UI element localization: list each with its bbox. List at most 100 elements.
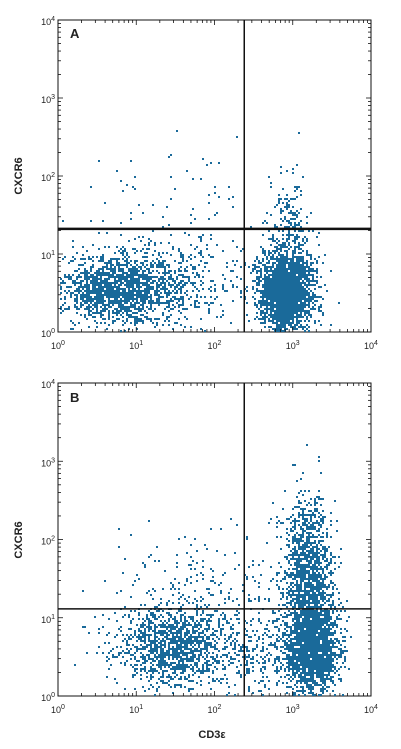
panel-b-event-point (158, 624, 160, 626)
panel-a-event-point (94, 280, 96, 282)
panel-a-event-point (316, 236, 318, 238)
panel-a-event-point (98, 270, 100, 272)
panel-b-event-point (150, 650, 152, 652)
panel-b-event-point (106, 634, 108, 636)
panel-a-event-point (76, 294, 78, 296)
panel-b-event-point (308, 656, 310, 658)
panel-a-event-point (60, 306, 62, 308)
panel-a-event-point (196, 274, 198, 276)
panel-b-event-point (304, 570, 306, 572)
panel-b-event-point (160, 656, 162, 658)
panel-a-event-point (82, 304, 84, 306)
panel-b-event-point (314, 612, 316, 614)
panel-b-event-point (330, 660, 332, 662)
panel-a-event-point (106, 274, 108, 276)
panel-a-event-point (78, 290, 80, 292)
panel-a-event-point (168, 284, 170, 286)
panel-a-event-point (292, 268, 294, 270)
panel-a-event-point (314, 304, 316, 306)
panel-b-event-point (300, 630, 302, 632)
panel-a-event-point (304, 236, 306, 238)
panel-a-event-point (274, 268, 276, 270)
panel-a-event-point (272, 310, 274, 312)
panel-b-event-point (222, 678, 224, 680)
panel-b-event-point (306, 570, 308, 572)
panel-b-event-point (296, 618, 298, 620)
panel-a-event-point (118, 270, 120, 272)
panel-a-event-point (96, 292, 98, 294)
panel-b-event-point (318, 646, 320, 648)
panel-a-event-point (92, 290, 94, 292)
panel-a-event-point (272, 304, 274, 306)
panel-a-event-point (262, 316, 264, 318)
panel-b-event-point (204, 646, 206, 648)
panel-a-event-point (168, 276, 170, 278)
panel-a-event-point (106, 286, 108, 288)
panel-b-event-point (174, 632, 176, 634)
panel-a-event-point (298, 274, 300, 276)
panel-a-event-point (318, 286, 320, 288)
panel-a-event-point (294, 212, 296, 214)
panel-b-event-point (160, 654, 162, 656)
panel-a-event-point (70, 276, 72, 278)
panel-b-event-point (180, 676, 182, 678)
panel-a-event-point (130, 310, 132, 312)
panel-a-event-point (312, 280, 314, 282)
panel-a-event-point (246, 286, 248, 288)
panel-a-event-point (124, 302, 126, 304)
panel-a-event-point (194, 304, 196, 306)
panel-b-event-point (312, 564, 314, 566)
panel-a-event-point (298, 284, 300, 286)
panel-b-event-point (82, 590, 84, 592)
panel-a-event-point (108, 312, 110, 314)
panel-a-event-point (264, 266, 266, 268)
panel-a-event-point (120, 234, 122, 236)
panel-a-event-point (292, 256, 294, 258)
panel-b-event-point (144, 640, 146, 642)
panel-a-event-point (150, 318, 152, 320)
panel-b-event-point (178, 684, 180, 686)
panel-b-event-point (298, 604, 300, 606)
panel-a-event-point (118, 318, 120, 320)
panel-a-event-point (122, 300, 124, 302)
panel-b-event-point (318, 672, 320, 674)
panel-b-event-point (130, 654, 132, 656)
panel-a-event-point (274, 206, 276, 208)
panel-b-event-point (312, 672, 314, 674)
panel-a-event-point (284, 268, 286, 270)
panel-a-event-point (290, 274, 292, 276)
panel-b-event-point (190, 642, 192, 644)
panel-b-event-point (218, 662, 220, 664)
panel-b-event-point (152, 648, 154, 650)
panel-b-event-point (290, 640, 292, 642)
panel-b-event-point (332, 572, 334, 574)
panel-b-event-point (332, 624, 334, 626)
panel-b-event-point (288, 656, 290, 658)
panel-b-event-point (314, 680, 316, 682)
panel-b-event-point (170, 686, 172, 688)
panel-a-event-point (286, 284, 288, 286)
panel-a-event-point (86, 282, 88, 284)
panel-a-event-point (122, 264, 124, 266)
panel-b-event-point (298, 632, 300, 634)
panel-a-event-point (294, 250, 296, 252)
panel-b-event-point (304, 564, 306, 566)
panel-a-event-point (306, 312, 308, 314)
panel-b-event-point (324, 648, 326, 650)
panel-b-event-point (314, 594, 316, 596)
panel-b-event-point (298, 642, 300, 644)
panel-a-event-point (140, 296, 142, 298)
panel-a-event-point (300, 248, 302, 250)
panel-a-event-point (290, 304, 292, 306)
panel-a-event-point (286, 246, 288, 248)
panel-a-event-point (280, 256, 282, 258)
panel-a-event-point (74, 298, 76, 300)
panel-b-event-point (182, 660, 184, 662)
panel-a-event-point (172, 308, 174, 310)
panel-a-event-point (296, 308, 298, 310)
panel-b-event-point (182, 650, 184, 652)
panel-a-event-point (298, 246, 300, 248)
panel-a-event-point (282, 242, 284, 244)
panel-a-event-point (126, 272, 128, 274)
panel-b-event-point (330, 628, 332, 630)
